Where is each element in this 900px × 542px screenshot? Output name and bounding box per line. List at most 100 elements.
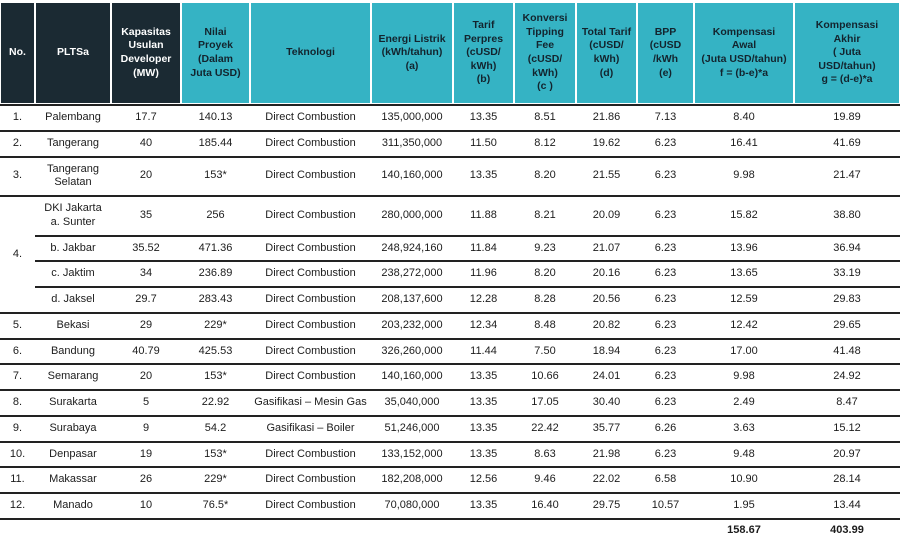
total_tarif-cell: 20.09 [576,195,637,235]
bpp-cell: 6.23 [637,389,694,415]
nilai_proyek-cell: 153* [181,363,250,389]
energi_listrik-cell: 70,080,000 [371,492,453,518]
bpp-cell: 6.23 [637,286,694,312]
kompensasi_akhir-cell: 29.83 [794,286,900,312]
pltsa-name-cell: Bekasi [35,311,111,338]
total_tarif-cell: 30.40 [576,389,637,415]
kompensasi_awal-cell: 9.98 [694,363,794,389]
konversi_tipping_fee-cell: 8.20 [514,260,576,286]
total_tarif-cell: 21.07 [576,234,637,261]
nilai_proyek-cell: 236.89 [181,260,250,286]
kompensasi_akhir-cell: 13.44 [794,492,900,518]
table-row: 5. Bekasi 29 229* Direct Combustion 203,232,0… [0,311,900,338]
kompensasi_awal-cell: 15.82 [694,195,794,235]
row-number-cell: 10. [0,440,35,467]
tarif_perpres-cell: 12.28 [453,286,514,312]
bpp-cell: 6.23 [637,363,694,389]
table-body: 1. Palembang 17.7 140.13 Direct Combustion 13… [0,104,900,542]
energi_listrik-cell: 51,246,000 [371,414,453,441]
energi_listrik-cell: 280,000,000 [371,195,453,235]
konversi_tipping_fee-cell: 9.46 [514,466,576,492]
konversi_tipping_fee-cell: 9.23 [514,234,576,261]
kompensasi_awal-cell: 10.90 [694,466,794,492]
kapasitas-cell: 40.79 [111,337,181,364]
nilai_proyek-cell: 471.36 [181,234,250,261]
konversi_tipping_fee-cell: 16.40 [514,492,576,518]
energi_listrik-cell: 248,924,160 [371,234,453,261]
kompensasi_akhir-cell: 8.47 [794,389,900,415]
nilai_proyek-cell: 283.43 [181,286,250,312]
energi_listrik-cell: 140,160,000 [371,155,453,196]
kompensasi-akhir-total-cell: 403.99 [794,517,900,542]
teknologi-cell: Direct Combustion [250,492,371,518]
nilai_proyek-cell: 153* [181,155,250,196]
kompensasi_awal-cell: 16.41 [694,129,794,156]
kompensasi_akhir-cell: 21.47 [794,155,900,196]
pltsa-name-cell: Manado [35,492,111,518]
kapasitas-cell: 10 [111,492,181,518]
bpp-cell: 6.23 [637,195,694,235]
total_tarif-cell: 22.02 [576,466,637,492]
table-row: c. Jaktim 34 236.89 Direct Combustion 238,27… [0,260,900,286]
konversi_tipping_fee-cell: 8.51 [514,104,576,130]
energi_listrik-cell: 203,232,000 [371,311,453,338]
table-row: 6. Bandung 40.79 425.53 Direct Combustion 326… [0,337,900,364]
kompensasi_awal-cell: 9.98 [694,155,794,196]
nilai_proyek-cell: 22.92 [181,389,250,415]
konversi_tipping_fee-cell: 17.05 [514,389,576,415]
konversi_tipping_fee-cell: 10.66 [514,363,576,389]
pltsa-name-cell: Tangerang [35,129,111,156]
total_tarif-cell: 18.94 [576,337,637,364]
column-header-kompensasi-awal: Kompensasi Awal (Juta USD/tahun) f = (b-… [694,2,794,104]
teknologi-cell: Direct Combustion [250,260,371,286]
energi_listrik-cell: 35,040,000 [371,389,453,415]
column-header-nilai-proyek: Nilai Proyek (Dalam Juta USD) [181,2,250,104]
row-number-cell: 8. [0,389,35,415]
table-row: 7. Semarang 20 153* Direct Combustion 140,160… [0,363,900,389]
nilai_proyek-cell: 153* [181,440,250,467]
column-header-pltsa: PLTSa [35,2,111,104]
kompensasi_akhir-cell: 41.69 [794,129,900,156]
column-header-konversi-tipping-fee: Konversi Tipping Fee (cUSD/ kWh) (c ) [514,2,576,104]
kompensasi_awal-cell: 1.95 [694,492,794,518]
total_tarif-cell: 21.86 [576,104,637,130]
nilai_proyek-cell: 76.5* [181,492,250,518]
table-row: 4. DKI Jakarta a. Sunter 35 256 Direct Combu… [0,195,900,260]
row-number-cell: 3. [0,155,35,196]
teknologi-cell: Direct Combustion [250,363,371,389]
table-row: 10. Denpasar 19 153* Direct Combustion 133,15… [0,440,900,467]
kompensasi_akhir-cell: 36.94 [794,234,900,261]
kompensasi_awal-cell: 13.65 [694,260,794,286]
kompensasi_akhir-cell: 19.89 [794,104,900,130]
table-row: 1. Palembang 17.7 140.13 Direct Combustion 13… [0,104,900,130]
tarif_perpres-cell: 11.84 [453,234,514,261]
table-row: 9. Surabaya 9 54.2 Gasifikasi – Boiler 51,246… [0,414,900,441]
teknologi-cell: Direct Combustion [250,104,371,130]
konversi_tipping_fee-cell: 22.42 [514,414,576,441]
energi_listrik-cell: 140,160,000 [371,363,453,389]
kompensasi-awal-total-cell: 158.67 [694,517,794,542]
teknologi-cell: Direct Combustion [250,286,371,312]
kompensasi_akhir-cell: 24.92 [794,363,900,389]
kapasitas-cell: 17.7 [111,104,181,130]
row-number-cell: 1. [0,104,35,130]
konversi_tipping_fee-cell: 8.21 [514,195,576,235]
column-header-bpp: BPP (cUSD /kWh (e) [637,2,694,104]
kompensasi_awal-cell: 12.59 [694,286,794,312]
teknologi-cell: Gasifikasi – Boiler [250,414,371,441]
tarif_perpres-cell: 11.44 [453,337,514,364]
tarif_perpres-cell: 13.35 [453,492,514,518]
kapasitas-cell: 35.52 [111,234,181,261]
row-number-cell: 7. [0,363,35,389]
bpp-cell: 6.23 [637,337,694,364]
tarif_perpres-cell: 13.35 [453,363,514,389]
bpp-cell: 6.23 [637,440,694,467]
pltsa-name-cell: Surabaya [35,414,111,441]
kompensasi_akhir-cell: 20.97 [794,440,900,467]
tarif_perpres-cell: 13.35 [453,104,514,130]
table-row: d. Jaksel 29.7 283.43 Direct Combustion 208,… [0,286,900,312]
tarif_perpres-cell: 13.35 [453,389,514,415]
pltsa-name-cell: Surakarta [35,389,111,415]
